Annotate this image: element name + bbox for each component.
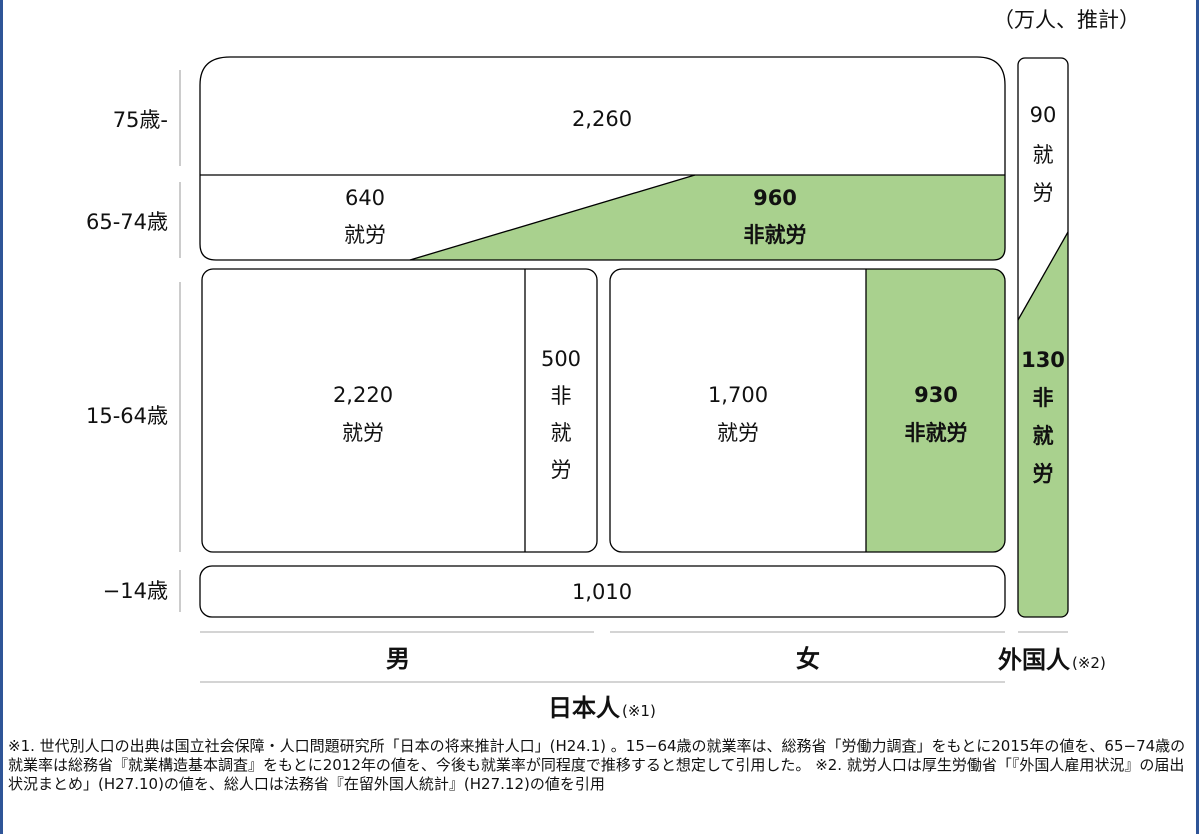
age-label-15-64: 15-64歳 <box>86 404 168 428</box>
male-nonemployed-label-3: 労 <box>551 458 572 482</box>
foreign-nonemployed-area <box>1018 232 1068 617</box>
source-footnote: ※1. 世代別人口の出典は国立社会保障・人口問題研究所「日本の将来推計人口」(H… <box>8 737 1186 793</box>
age-65-plus-block <box>199 56 1006 261</box>
category-japanese: 日本人 <box>548 694 620 722</box>
foreign-diagonal <box>1017 231 1069 321</box>
female-employed-label: 就労 <box>717 421 759 445</box>
age-75-plus-value: 2,260 <box>572 107 632 131</box>
female-nonemployed-label: 非就労 <box>905 421 968 445</box>
age-under-14-block <box>199 565 1006 618</box>
male-nonemployed-label-2: 就 <box>551 421 572 445</box>
age-under-14-value: 1,010 <box>572 580 632 604</box>
age-65-74-employed-label: 就労 <box>344 223 386 247</box>
foreign-nonemployed-label-1: 非 <box>1033 386 1054 410</box>
female-nonemployed-area <box>866 269 1005 552</box>
foreign-employed-value: 90 <box>1030 103 1057 127</box>
male-15-64-block <box>201 268 598 553</box>
unit-note: （万人、推計） <box>993 8 1140 32</box>
age-65-74-employed-value: 640 <box>345 186 385 210</box>
age-65-74-nonemployed-label: 非就労 <box>744 223 807 247</box>
age-65-74-diagonal <box>409 174 696 261</box>
category-male: 男 <box>386 645 410 673</box>
foreign-block <box>1017 57 1069 618</box>
frame-left-border <box>0 0 3 834</box>
foreign-employed-label-1: 就 <box>1033 143 1054 167</box>
female-nonemployed-value: 930 <box>914 383 958 407</box>
female-employed-value: 1,700 <box>708 383 768 407</box>
age-label-65-74: 65-74歳 <box>86 210 168 234</box>
age-65-74-nonemployed-area <box>200 175 1005 260</box>
male-nonemployed-value: 500 <box>541 347 581 371</box>
male-nonemployed-label-1: 非 <box>551 384 572 408</box>
male-employed-label: 就労 <box>342 421 384 445</box>
category-japanese-note: (※1) <box>622 702 656 720</box>
age-65-74-nonemployed-value: 960 <box>753 186 797 210</box>
age-label-75-plus: 75歳- <box>113 108 168 132</box>
age-label-under-14: −14歳 <box>103 579 168 603</box>
foreign-nonemployed-label-2: 就 <box>1033 424 1054 448</box>
foreign-employed-label-2: 労 <box>1033 181 1054 205</box>
frame-right-border <box>1196 0 1199 834</box>
category-foreigner: 外国人 <box>998 646 1070 674</box>
foreign-nonemployed-value: 130 <box>1021 348 1065 372</box>
female-15-64-block <box>609 268 1006 553</box>
category-female: 女 <box>796 645 820 673</box>
category-foreigner-note: (※2) <box>1072 654 1106 672</box>
male-employed-value: 2,220 <box>333 383 393 407</box>
foreign-nonemployed-label-3: 労 <box>1033 462 1054 486</box>
